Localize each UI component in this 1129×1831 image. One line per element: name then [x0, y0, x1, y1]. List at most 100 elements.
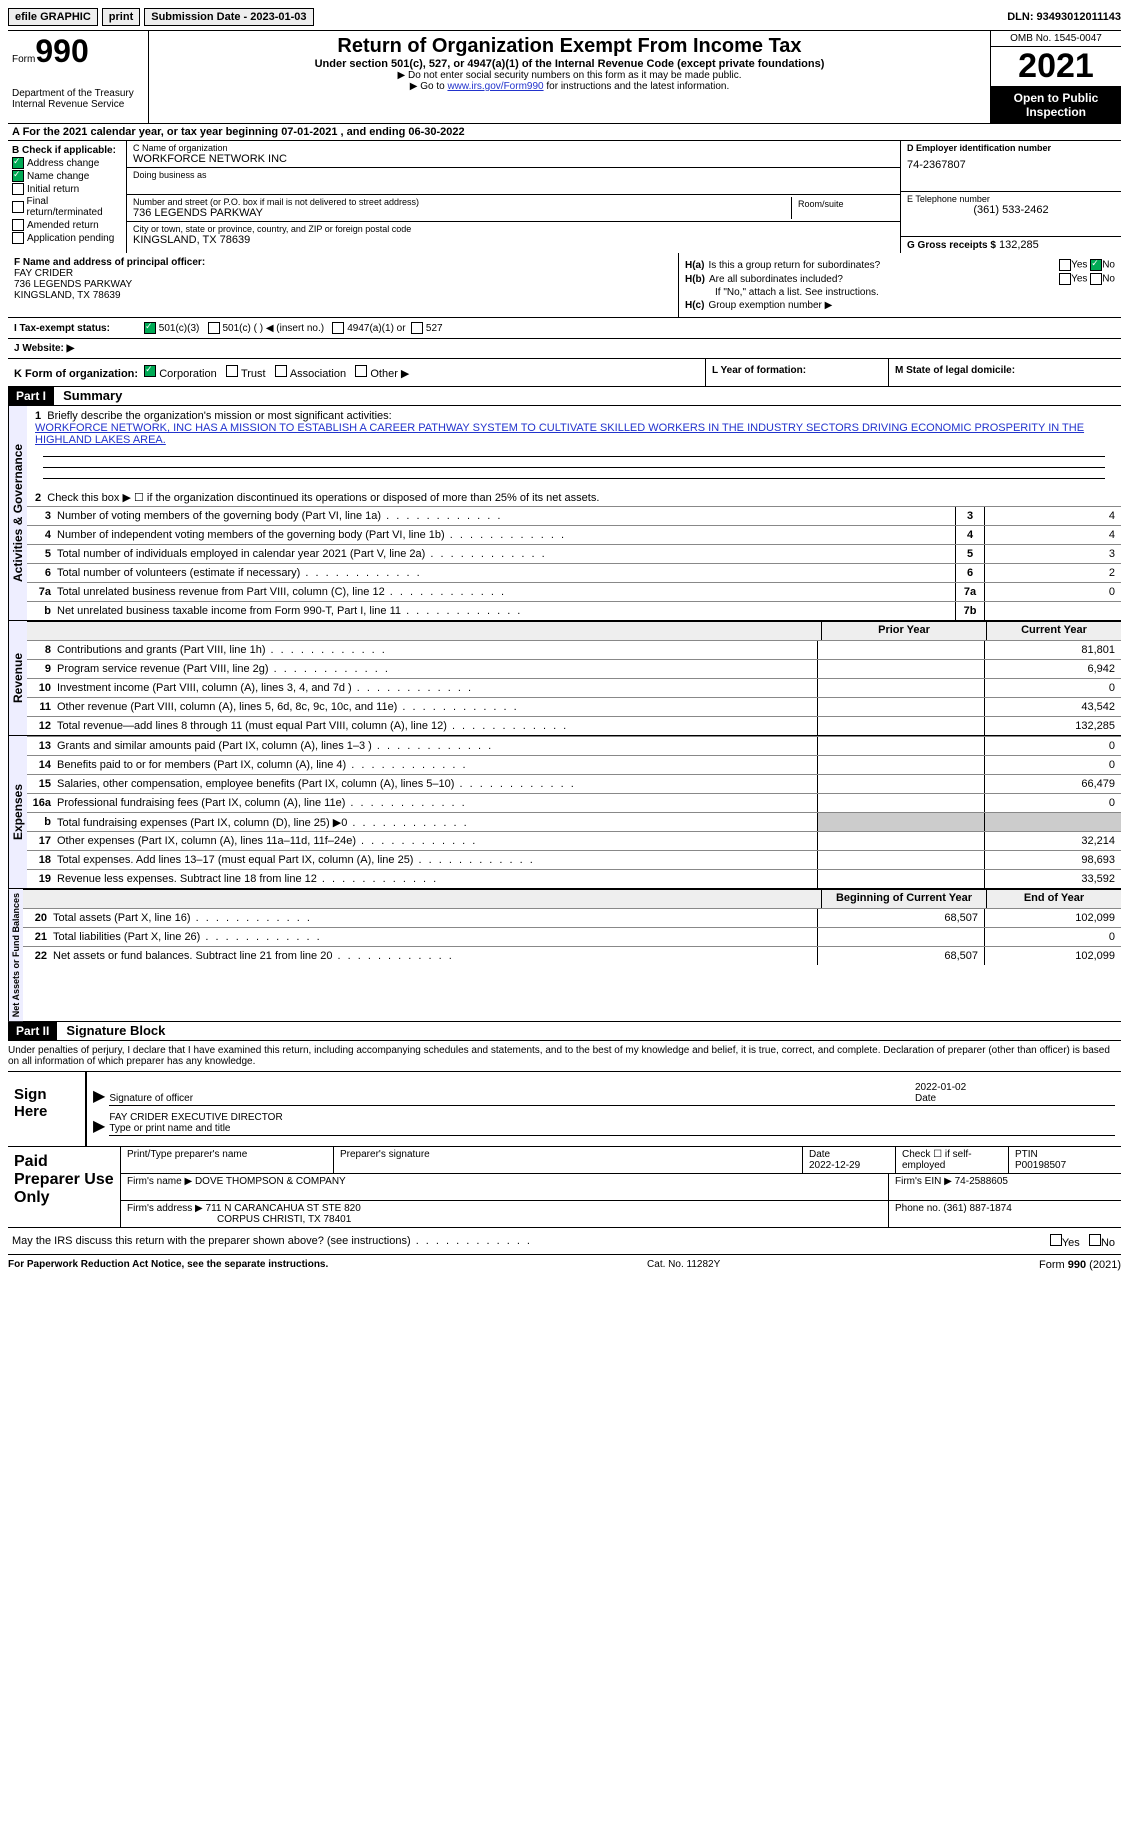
- hb-note: If "No," attach a list. See instructions…: [685, 287, 1115, 298]
- summary-line: 6Total number of volunteers (estimate if…: [27, 563, 1121, 582]
- cb-corp[interactable]: [144, 365, 156, 377]
- summary-line: 17Other expenses (Part IX, column (A), l…: [27, 831, 1121, 850]
- footer: For Paperwork Reduction Act Notice, see …: [8, 1255, 1121, 1275]
- summary-line: 4Number of independent voting members of…: [27, 525, 1121, 544]
- mission-text: WORKFORCE NETWORK, INC HAS A MISSION TO …: [35, 422, 1113, 446]
- arrow-icon: ▶: [93, 1086, 105, 1106]
- th-curr: Current Year: [986, 622, 1121, 640]
- summary-line: 16aProfessional fundraising fees (Part I…: [27, 793, 1121, 812]
- city-state-zip: KINGSLAND, TX 78639: [133, 234, 894, 246]
- summary-line: 9Program service revenue (Part VIII, lin…: [27, 659, 1121, 678]
- summary-line: 12Total revenue—add lines 8 through 11 (…: [27, 716, 1121, 735]
- summary-line: 21Total liabilities (Part X, line 26)0: [23, 927, 1121, 946]
- hb-yesno: Yes No: [1059, 273, 1115, 285]
- street-addr: 736 LEGENDS PARKWAY: [133, 207, 791, 219]
- summary-line: 19Revenue less expenses. Subtract line 1…: [27, 869, 1121, 888]
- section-b-c-d: B Check if applicable: Address change Na…: [8, 141, 1121, 253]
- addr-label: Number and street (or P.O. box if mail i…: [133, 197, 791, 207]
- irs-yes[interactable]: [1050, 1234, 1062, 1246]
- cb-initial[interactable]: [12, 183, 24, 195]
- cb-501c[interactable]: [208, 322, 220, 334]
- cb-name[interactable]: [12, 170, 24, 182]
- section-revenue: Revenue Prior Year Current Year 8Contrib…: [8, 621, 1121, 736]
- dept: Department of the Treasury: [12, 88, 142, 99]
- summary-line: 8Contributions and grants (Part VIII, li…: [27, 640, 1121, 659]
- arrow-icon: ▶: [93, 1116, 105, 1136]
- city-label: City or town, state or province, country…: [133, 224, 894, 234]
- cb-trust[interactable]: [226, 365, 238, 377]
- efile-btn[interactable]: efile GRAPHIC: [8, 8, 98, 26]
- gross-label: G Gross receipts $: [907, 240, 996, 251]
- summary-line: 10Investment income (Part VIII, column (…: [27, 678, 1121, 697]
- summary-line: 13Grants and similar amounts paid (Part …: [27, 736, 1121, 755]
- cb-assoc[interactable]: [275, 365, 287, 377]
- dln: DLN: 93493012011143: [1007, 11, 1121, 23]
- ha-yes[interactable]: [1059, 259, 1071, 271]
- summary-line: 15Salaries, other compensation, employee…: [27, 774, 1121, 793]
- summary-line: bNet unrelated business taxable income f…: [27, 601, 1121, 620]
- section-ag: Activities & Governance 1 Briefly descri…: [8, 406, 1121, 621]
- row-j: J Website: ▶: [8, 339, 1121, 359]
- hb-yes[interactable]: [1059, 273, 1071, 285]
- sig-officer-line: Signature of officer: [109, 1082, 915, 1106]
- row-a: A For the 2021 calendar year, or tax yea…: [8, 124, 1121, 141]
- note-ssn: ▶ Do not enter social security numbers o…: [153, 70, 986, 81]
- summary-line: 18Total expenses. Add lines 13–17 (must …: [27, 850, 1121, 869]
- cb-final[interactable]: [12, 201, 24, 213]
- top-bar: efile GRAPHIC print Submission Date - 20…: [8, 8, 1121, 26]
- part2-header: Part II Signature Block: [8, 1022, 1121, 1041]
- telephone: (361) 533-2462: [907, 204, 1115, 216]
- hb-no[interactable]: [1090, 273, 1102, 285]
- ein-label: D Employer identification number: [907, 143, 1115, 153]
- cb-app[interactable]: [12, 232, 24, 244]
- row-k: K Form of organization: Corporation Trus…: [8, 359, 1121, 387]
- part1-header: Part I Summary: [8, 387, 1121, 406]
- form-title: Return of Organization Exempt From Incom…: [153, 35, 986, 58]
- officer-addr2: KINGSLAND, TX 78639: [14, 290, 672, 301]
- cb-4947[interactable]: [332, 322, 344, 334]
- summary-line: 20Total assets (Part X, line 16)68,50710…: [23, 908, 1121, 927]
- room-label: Room/suite: [798, 199, 888, 209]
- cb-amended[interactable]: [12, 219, 24, 231]
- row-i: I Tax-exempt status: 501(c)(3) 501(c) ( …: [8, 318, 1121, 339]
- section-f-h: F Name and address of principal officer:…: [8, 253, 1121, 318]
- ha-no[interactable]: [1090, 259, 1102, 271]
- th-begin: Beginning of Current Year: [821, 890, 986, 908]
- th-prior: Prior Year: [821, 622, 986, 640]
- ein: 74-2367807: [907, 153, 1115, 171]
- th-end: End of Year: [986, 890, 1121, 908]
- cb-501c3[interactable]: [144, 322, 156, 334]
- cb-other[interactable]: [355, 365, 367, 377]
- print-btn[interactable]: print: [102, 8, 140, 26]
- dba-label: Doing business as: [133, 170, 894, 180]
- form-number: 990: [35, 33, 88, 69]
- irs: Internal Revenue Service: [12, 99, 142, 110]
- tel-label: E Telephone number: [907, 194, 1115, 204]
- irs-link[interactable]: www.irs.gov/Form990: [447, 81, 543, 92]
- b-label: B Check if applicable:: [12, 145, 122, 156]
- section-expenses: Expenses 13Grants and similar amounts pa…: [8, 736, 1121, 889]
- form-subtitle: Under section 501(c), 527, or 4947(a)(1)…: [153, 58, 986, 70]
- sig-date: 2022-01-02Date: [915, 1082, 1115, 1106]
- summary-line: 14Benefits paid to or for members (Part …: [27, 755, 1121, 774]
- cb-527[interactable]: [411, 322, 423, 334]
- summary-line: bTotal fundraising expenses (Part IX, co…: [27, 812, 1121, 831]
- f-label: F Name and address of principal officer:: [14, 257, 672, 268]
- form-header: Form990 Department of the Treasury Inter…: [8, 30, 1121, 124]
- summary-line: 3Number of voting members of the governi…: [27, 506, 1121, 525]
- summary-line: 5Total number of individuals employed in…: [27, 544, 1121, 563]
- gross-receipts: 132,285: [999, 239, 1039, 251]
- officer-typed: FAY CRIDER EXECUTIVE DIRECTORType or pri…: [109, 1112, 1115, 1136]
- summary-line: 7aTotal unrelated business revenue from …: [27, 582, 1121, 601]
- summary-line: 22Net assets or fund balances. Subtract …: [23, 946, 1121, 965]
- summary-line: 11Other revenue (Part VIII, column (A), …: [27, 697, 1121, 716]
- cb-address[interactable]: [12, 157, 24, 169]
- officer-addr1: 736 LEGENDS PARKWAY: [14, 279, 672, 290]
- omb-number: OMB No. 1545-0047: [991, 31, 1121, 47]
- sig-disclaimer: Under penalties of perjury, I declare th…: [8, 1041, 1121, 1071]
- irs-no[interactable]: [1089, 1234, 1101, 1246]
- open-to-public: Open to Public Inspection: [991, 87, 1121, 123]
- c-name-label: C Name of organization: [133, 143, 894, 153]
- officer-name: FAY CRIDER: [14, 268, 672, 279]
- section-net: Net Assets or Fund Balances Beginning of…: [8, 889, 1121, 1022]
